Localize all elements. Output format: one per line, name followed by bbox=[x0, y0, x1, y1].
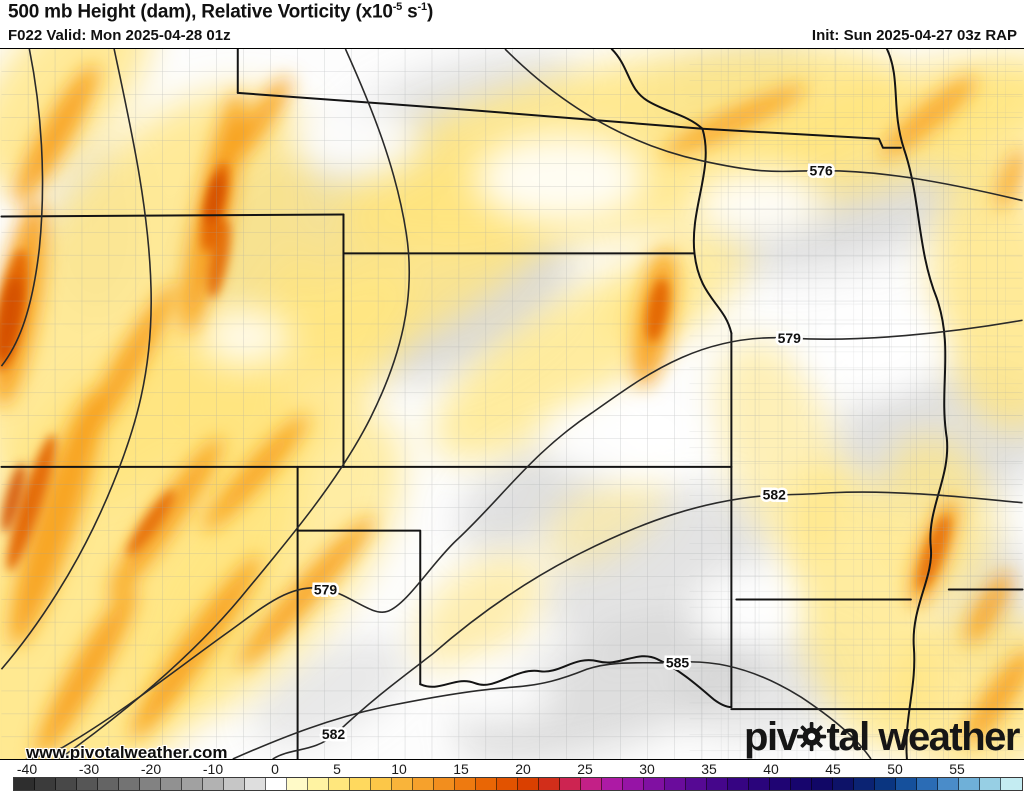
colorbar-cell bbox=[602, 778, 623, 790]
contour-labels: 576 579 582 579 585 582 bbox=[311, 160, 835, 744]
contour-label: 579 bbox=[314, 581, 338, 597]
colorbar-tick-label: 40 bbox=[763, 761, 779, 777]
colorbar-tick-label: 0 bbox=[271, 761, 279, 777]
colorbar-cell bbox=[497, 778, 518, 790]
colorbar-tick-label: 25 bbox=[577, 761, 593, 777]
colorbar-tick-label: 15 bbox=[453, 761, 469, 777]
colorbar-tick-label: 50 bbox=[887, 761, 903, 777]
header: 500 mb Height (dam), Relative Vorticity … bbox=[0, 0, 1024, 48]
colorbar-cell bbox=[665, 778, 686, 790]
colorbar-tick-label: 55 bbox=[949, 761, 965, 777]
gear-icon bbox=[797, 721, 827, 751]
brand-logo-part1: piv bbox=[744, 715, 799, 759]
colorbar-cell bbox=[392, 778, 413, 790]
colorbar-cell bbox=[581, 778, 602, 790]
height-contours bbox=[0, 49, 1023, 759]
brand-logo: piv tal weather bbox=[744, 715, 1021, 759]
colorbar-cell bbox=[686, 778, 707, 790]
colorbar-cell bbox=[875, 778, 896, 790]
colorbar-cell bbox=[308, 778, 329, 790]
colorbar-cell bbox=[161, 778, 182, 790]
colorbar: -40 -30 -20 -10 0 5 10 15 20 25 30 35 40 45 50 55 bbox=[0, 761, 1024, 791]
map-canvas: 576 579 582 579 585 582 bbox=[0, 49, 1024, 759]
contour-label: 585 bbox=[666, 654, 690, 670]
colorbar-tick-label: -20 bbox=[140, 761, 162, 777]
colorbar-cell bbox=[560, 778, 581, 790]
colorbar-cell bbox=[812, 778, 833, 790]
colorbar-cell bbox=[203, 778, 224, 790]
colorbar-cell bbox=[623, 778, 644, 790]
contour-label: 582 bbox=[763, 487, 787, 503]
colorbar-tick-label: -40 bbox=[16, 761, 38, 777]
colorbar-cell bbox=[938, 778, 959, 790]
colorbar-cell bbox=[1001, 778, 1022, 790]
colorbar-cell bbox=[77, 778, 98, 790]
colorbar-cell bbox=[371, 778, 392, 790]
colorbar-cell bbox=[476, 778, 497, 790]
colorbar-cell bbox=[791, 778, 812, 790]
colorbar-cell bbox=[854, 778, 875, 790]
colorbar-cell bbox=[224, 778, 245, 790]
colorbar-tick-label: 10 bbox=[391, 761, 407, 777]
colorbar-cell bbox=[329, 778, 350, 790]
colorbar-cell bbox=[35, 778, 56, 790]
colorbar-cell bbox=[728, 778, 749, 790]
colorbar-tick-label: -10 bbox=[202, 761, 224, 777]
colorbar-tick-label: 45 bbox=[825, 761, 841, 777]
colorbar-ticks: -40 -30 -20 -10 0 5 10 15 20 25 30 35 40 45 50 55 bbox=[0, 761, 1024, 777]
colorbar-cell bbox=[896, 778, 917, 790]
colorbar-cell bbox=[917, 778, 938, 790]
colorbar-cells bbox=[13, 777, 1023, 791]
colorbar-cell bbox=[644, 778, 665, 790]
colorbar-cell bbox=[245, 778, 266, 790]
colorbar-cell bbox=[833, 778, 854, 790]
contour-label: 579 bbox=[778, 330, 802, 346]
colorbar-tick-label: 30 bbox=[639, 761, 655, 777]
colorbar-tick-label: 5 bbox=[333, 761, 341, 777]
colorbar-tick-label: 20 bbox=[515, 761, 531, 777]
page-title: 500 mb Height (dam), Relative Vorticity … bbox=[8, 1, 434, 23]
colorbar-cell bbox=[518, 778, 539, 790]
forecast-valid-text: F022 Valid: Mon 2025-04-28 01z bbox=[8, 27, 231, 44]
state-borders bbox=[0, 49, 1024, 759]
colorbar-cell bbox=[434, 778, 455, 790]
colorbar-cell bbox=[959, 778, 980, 790]
colorbar-tick-label: 35 bbox=[701, 761, 717, 777]
contour-label: 576 bbox=[809, 163, 833, 179]
watermark-url: www.pivotalweather.com bbox=[26, 743, 228, 760]
county-grid-dense bbox=[689, 49, 1023, 759]
colorbar-cell bbox=[350, 778, 371, 790]
colorbar-cell bbox=[413, 778, 434, 790]
colorbar-cell bbox=[980, 778, 1001, 790]
colorbar-cell bbox=[707, 778, 728, 790]
colorbar-cell bbox=[539, 778, 560, 790]
colorbar-cell bbox=[182, 778, 203, 790]
colorbar-cell bbox=[56, 778, 77, 790]
colorbar-cell bbox=[455, 778, 476, 790]
colorbar-cell bbox=[98, 778, 119, 790]
colorbar-cell bbox=[749, 778, 770, 790]
colorbar-tick-label: -30 bbox=[78, 761, 100, 777]
colorbar-cell bbox=[770, 778, 791, 790]
weather-map: 576 579 582 579 585 582 www.pivotalweath… bbox=[0, 48, 1024, 760]
colorbar-cell bbox=[119, 778, 140, 790]
colorbar-cell bbox=[266, 778, 287, 790]
contour-label: 582 bbox=[322, 726, 346, 742]
colorbar-cell bbox=[14, 778, 35, 790]
colorbar-cell bbox=[287, 778, 308, 790]
colorbar-cell bbox=[140, 778, 161, 790]
brand-logo-part2: tal weather bbox=[826, 715, 1021, 759]
model-init-text: Init: Sun 2025-04-27 03z RAP bbox=[811, 27, 1017, 44]
